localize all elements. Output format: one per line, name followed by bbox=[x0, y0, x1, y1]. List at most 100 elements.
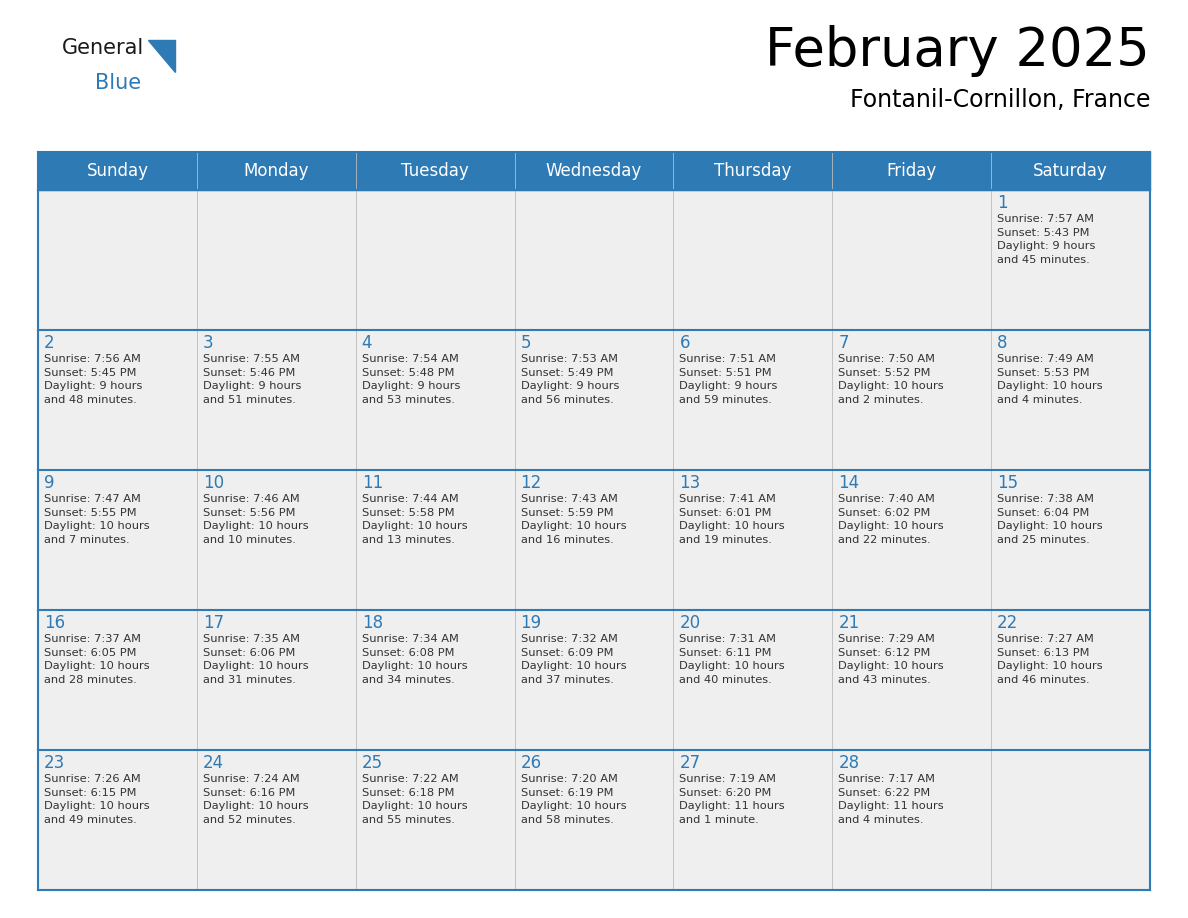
Bar bbox=[38, 610, 197, 750]
Text: Sunrise: 7:54 AM
Sunset: 5:48 PM
Daylight: 9 hours
and 53 minutes.: Sunrise: 7:54 AM Sunset: 5:48 PM Dayligh… bbox=[361, 354, 460, 405]
Text: 17: 17 bbox=[203, 614, 225, 632]
Text: Sunrise: 7:17 AM
Sunset: 6:22 PM
Daylight: 11 hours
and 4 minutes.: Sunrise: 7:17 AM Sunset: 6:22 PM Dayligh… bbox=[839, 774, 944, 824]
Text: 11: 11 bbox=[361, 474, 383, 492]
Text: Thursday: Thursday bbox=[714, 162, 791, 180]
Bar bbox=[38, 330, 197, 470]
Text: Sunrise: 7:51 AM
Sunset: 5:51 PM
Daylight: 9 hours
and 59 minutes.: Sunrise: 7:51 AM Sunset: 5:51 PM Dayligh… bbox=[680, 354, 778, 405]
Text: Sunrise: 7:46 AM
Sunset: 5:56 PM
Daylight: 10 hours
and 10 minutes.: Sunrise: 7:46 AM Sunset: 5:56 PM Dayligh… bbox=[203, 494, 309, 544]
Text: 20: 20 bbox=[680, 614, 701, 632]
Bar bbox=[991, 610, 1150, 750]
Text: Sunrise: 7:56 AM
Sunset: 5:45 PM
Daylight: 9 hours
and 48 minutes.: Sunrise: 7:56 AM Sunset: 5:45 PM Dayligh… bbox=[44, 354, 143, 405]
Polygon shape bbox=[148, 40, 175, 72]
Bar bbox=[38, 190, 197, 330]
Text: 22: 22 bbox=[997, 614, 1018, 632]
Bar bbox=[197, 190, 355, 330]
Text: 15: 15 bbox=[997, 474, 1018, 492]
Bar bbox=[514, 330, 674, 470]
Bar bbox=[197, 470, 355, 610]
Bar bbox=[991, 330, 1150, 470]
Text: Blue: Blue bbox=[95, 73, 141, 93]
Text: Sunrise: 7:34 AM
Sunset: 6:08 PM
Daylight: 10 hours
and 34 minutes.: Sunrise: 7:34 AM Sunset: 6:08 PM Dayligh… bbox=[361, 634, 467, 685]
Text: Sunrise: 7:20 AM
Sunset: 6:19 PM
Daylight: 10 hours
and 58 minutes.: Sunrise: 7:20 AM Sunset: 6:19 PM Dayligh… bbox=[520, 774, 626, 824]
Bar bbox=[514, 610, 674, 750]
Bar bbox=[38, 470, 197, 610]
Text: 8: 8 bbox=[997, 334, 1007, 352]
Text: 9: 9 bbox=[44, 474, 55, 492]
Bar bbox=[833, 610, 991, 750]
Text: Sunrise: 7:29 AM
Sunset: 6:12 PM
Daylight: 10 hours
and 43 minutes.: Sunrise: 7:29 AM Sunset: 6:12 PM Dayligh… bbox=[839, 634, 944, 685]
Bar bbox=[674, 190, 833, 330]
Text: 13: 13 bbox=[680, 474, 701, 492]
Bar bbox=[991, 750, 1150, 890]
Bar bbox=[674, 330, 833, 470]
Text: 26: 26 bbox=[520, 754, 542, 772]
Text: General: General bbox=[62, 38, 144, 58]
Text: 25: 25 bbox=[361, 754, 383, 772]
Bar bbox=[355, 750, 514, 890]
Text: 3: 3 bbox=[203, 334, 214, 352]
Text: Saturday: Saturday bbox=[1034, 162, 1108, 180]
Bar bbox=[514, 750, 674, 890]
Text: Sunrise: 7:50 AM
Sunset: 5:52 PM
Daylight: 10 hours
and 2 minutes.: Sunrise: 7:50 AM Sunset: 5:52 PM Dayligh… bbox=[839, 354, 944, 405]
Text: 10: 10 bbox=[203, 474, 225, 492]
Text: February 2025: February 2025 bbox=[765, 25, 1150, 77]
Bar bbox=[674, 750, 833, 890]
Bar bbox=[355, 190, 514, 330]
Text: Sunday: Sunday bbox=[87, 162, 148, 180]
Bar bbox=[38, 750, 197, 890]
Text: Sunrise: 7:44 AM
Sunset: 5:58 PM
Daylight: 10 hours
and 13 minutes.: Sunrise: 7:44 AM Sunset: 5:58 PM Dayligh… bbox=[361, 494, 467, 544]
Bar bbox=[355, 330, 514, 470]
Bar bbox=[197, 750, 355, 890]
Bar bbox=[38, 152, 1150, 190]
Bar bbox=[674, 470, 833, 610]
Text: Monday: Monday bbox=[244, 162, 309, 180]
Text: 6: 6 bbox=[680, 334, 690, 352]
Text: Sunrise: 7:19 AM
Sunset: 6:20 PM
Daylight: 11 hours
and 1 minute.: Sunrise: 7:19 AM Sunset: 6:20 PM Dayligh… bbox=[680, 774, 785, 824]
Text: Sunrise: 7:49 AM
Sunset: 5:53 PM
Daylight: 10 hours
and 4 minutes.: Sunrise: 7:49 AM Sunset: 5:53 PM Dayligh… bbox=[997, 354, 1102, 405]
Bar bbox=[355, 610, 514, 750]
Bar bbox=[197, 330, 355, 470]
Text: Sunrise: 7:24 AM
Sunset: 6:16 PM
Daylight: 10 hours
and 52 minutes.: Sunrise: 7:24 AM Sunset: 6:16 PM Dayligh… bbox=[203, 774, 309, 824]
Bar bbox=[833, 330, 991, 470]
Text: 12: 12 bbox=[520, 474, 542, 492]
Text: 1: 1 bbox=[997, 194, 1007, 212]
Text: Fontanil-Cornillon, France: Fontanil-Cornillon, France bbox=[849, 88, 1150, 112]
Text: 18: 18 bbox=[361, 614, 383, 632]
Text: Wednesday: Wednesday bbox=[545, 162, 643, 180]
Text: 5: 5 bbox=[520, 334, 531, 352]
Bar bbox=[197, 610, 355, 750]
Text: 2: 2 bbox=[44, 334, 55, 352]
Bar bbox=[991, 190, 1150, 330]
Text: Sunrise: 7:31 AM
Sunset: 6:11 PM
Daylight: 10 hours
and 40 minutes.: Sunrise: 7:31 AM Sunset: 6:11 PM Dayligh… bbox=[680, 634, 785, 685]
Text: Sunrise: 7:43 AM
Sunset: 5:59 PM
Daylight: 10 hours
and 16 minutes.: Sunrise: 7:43 AM Sunset: 5:59 PM Dayligh… bbox=[520, 494, 626, 544]
Bar bbox=[355, 470, 514, 610]
Text: Sunrise: 7:35 AM
Sunset: 6:06 PM
Daylight: 10 hours
and 31 minutes.: Sunrise: 7:35 AM Sunset: 6:06 PM Dayligh… bbox=[203, 634, 309, 685]
Text: Sunrise: 7:27 AM
Sunset: 6:13 PM
Daylight: 10 hours
and 46 minutes.: Sunrise: 7:27 AM Sunset: 6:13 PM Dayligh… bbox=[997, 634, 1102, 685]
Text: 4: 4 bbox=[361, 334, 372, 352]
Bar bbox=[833, 470, 991, 610]
Text: 19: 19 bbox=[520, 614, 542, 632]
Text: 7: 7 bbox=[839, 334, 848, 352]
Text: 28: 28 bbox=[839, 754, 859, 772]
Text: Tuesday: Tuesday bbox=[402, 162, 469, 180]
Text: Sunrise: 7:38 AM
Sunset: 6:04 PM
Daylight: 10 hours
and 25 minutes.: Sunrise: 7:38 AM Sunset: 6:04 PM Dayligh… bbox=[997, 494, 1102, 544]
Text: Sunrise: 7:37 AM
Sunset: 6:05 PM
Daylight: 10 hours
and 28 minutes.: Sunrise: 7:37 AM Sunset: 6:05 PM Dayligh… bbox=[44, 634, 150, 685]
Text: Sunrise: 7:57 AM
Sunset: 5:43 PM
Daylight: 9 hours
and 45 minutes.: Sunrise: 7:57 AM Sunset: 5:43 PM Dayligh… bbox=[997, 214, 1095, 264]
Text: 14: 14 bbox=[839, 474, 859, 492]
Bar bbox=[514, 190, 674, 330]
Text: Sunrise: 7:55 AM
Sunset: 5:46 PM
Daylight: 9 hours
and 51 minutes.: Sunrise: 7:55 AM Sunset: 5:46 PM Dayligh… bbox=[203, 354, 302, 405]
Text: Sunrise: 7:41 AM
Sunset: 6:01 PM
Daylight: 10 hours
and 19 minutes.: Sunrise: 7:41 AM Sunset: 6:01 PM Dayligh… bbox=[680, 494, 785, 544]
Text: 23: 23 bbox=[44, 754, 65, 772]
Text: Sunrise: 7:40 AM
Sunset: 6:02 PM
Daylight: 10 hours
and 22 minutes.: Sunrise: 7:40 AM Sunset: 6:02 PM Dayligh… bbox=[839, 494, 944, 544]
Text: 16: 16 bbox=[44, 614, 65, 632]
Text: Sunrise: 7:47 AM
Sunset: 5:55 PM
Daylight: 10 hours
and 7 minutes.: Sunrise: 7:47 AM Sunset: 5:55 PM Dayligh… bbox=[44, 494, 150, 544]
Text: Friday: Friday bbox=[886, 162, 937, 180]
Bar bbox=[991, 470, 1150, 610]
Bar bbox=[833, 750, 991, 890]
Bar bbox=[514, 470, 674, 610]
Text: 21: 21 bbox=[839, 614, 860, 632]
Text: Sunrise: 7:32 AM
Sunset: 6:09 PM
Daylight: 10 hours
and 37 minutes.: Sunrise: 7:32 AM Sunset: 6:09 PM Dayligh… bbox=[520, 634, 626, 685]
Bar bbox=[833, 190, 991, 330]
Text: Sunrise: 7:26 AM
Sunset: 6:15 PM
Daylight: 10 hours
and 49 minutes.: Sunrise: 7:26 AM Sunset: 6:15 PM Dayligh… bbox=[44, 774, 150, 824]
Text: 27: 27 bbox=[680, 754, 701, 772]
